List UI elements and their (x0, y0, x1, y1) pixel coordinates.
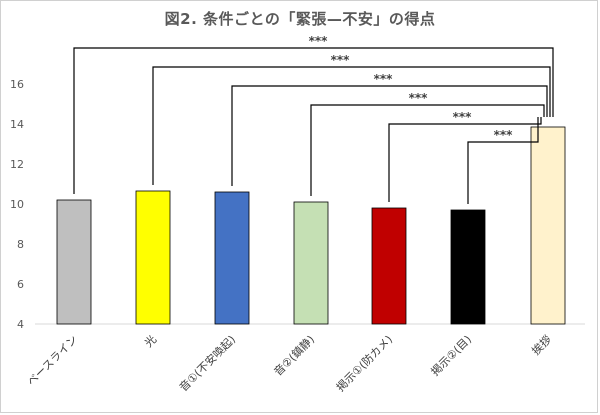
significance-bracket (388, 117, 542, 202)
y-tick-label: 8 (17, 238, 24, 251)
y-tick-label: 4 (17, 318, 24, 331)
significance-bracket (231, 85, 548, 186)
bar (56, 199, 92, 325)
x-category-label: 音②(鎮静) (271, 332, 317, 378)
x-category-label: 掲示②(目) (428, 332, 474, 378)
significance-bracket (152, 66, 551, 185)
significance-bracket (73, 47, 554, 194)
y-tick-label: 12 (10, 158, 24, 171)
significance-label: *** (494, 128, 514, 142)
x-category-label: 音①(不安喚起) (176, 332, 238, 394)
x-category-label: 掲示①(防カメ) (333, 332, 395, 394)
x-category-label: 光 (141, 332, 159, 350)
bar (530, 126, 566, 325)
chart-title: 図2. 条件ごとの「緊張—不安」の得点 (164, 10, 436, 28)
significance-bracket (467, 117, 539, 204)
significance-label: *** (309, 34, 329, 48)
bar (371, 207, 407, 325)
y-tick-label: 10 (10, 198, 24, 211)
x-category-label: ベースライン (25, 333, 80, 388)
significance-label: *** (331, 53, 351, 67)
bar (450, 209, 486, 325)
x-category-label: 挨拶 (529, 332, 554, 357)
significance-label: *** (374, 72, 394, 86)
y-tick-label: 14 (10, 118, 24, 131)
significance-label: *** (409, 91, 429, 105)
significance-label: *** (453, 110, 473, 124)
y-tick-label: 6 (17, 278, 24, 291)
bar (214, 191, 250, 325)
y-tick-label: 16 (10, 78, 24, 91)
bar (135, 190, 171, 325)
significance-bracket (310, 104, 545, 196)
bar (293, 201, 329, 325)
